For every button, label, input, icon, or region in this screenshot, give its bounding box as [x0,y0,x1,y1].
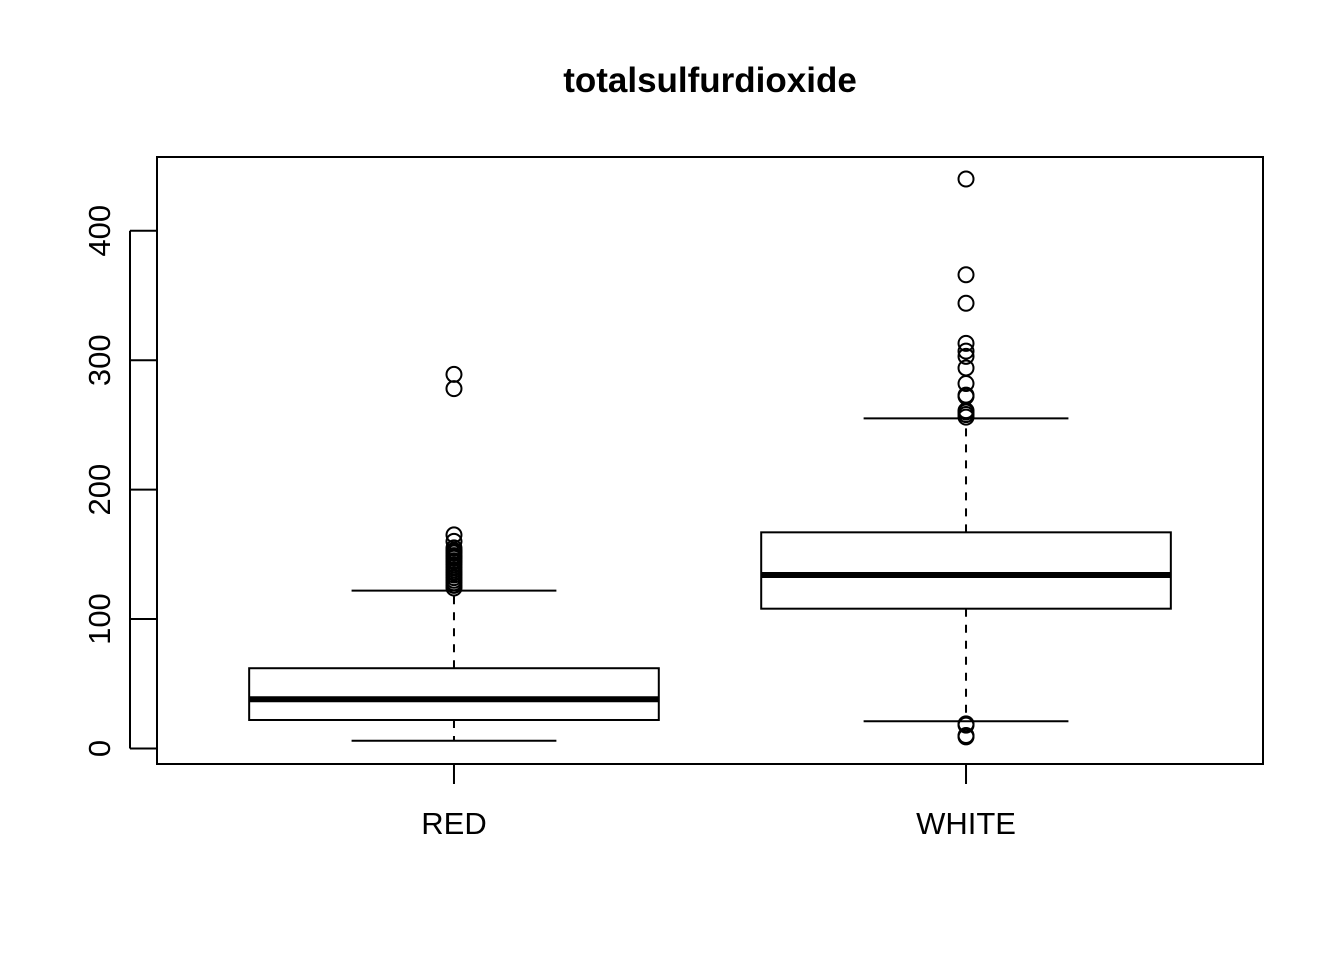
box-red [248,365,660,742]
outlier-point [957,359,975,377]
outlier-point [957,727,975,745]
y-tick-label: 300 [82,334,117,386]
plot-frame [156,156,1264,765]
outlier-point [957,342,975,360]
x-axis: RED WHITE [421,764,1016,841]
y-tick-label: 100 [82,593,117,645]
outlier-point [445,539,463,557]
x-tick-label: WHITE [916,806,1016,841]
outlier-point [957,715,975,733]
boxes [248,170,1172,746]
outlier-point [957,386,975,404]
outlier-point [957,294,975,312]
outlier-point [445,365,463,383]
y-axis: 0 100 200 300 400 [82,205,157,757]
x-tick-label: RED [421,806,486,841]
y-tick-label: 0 [82,740,117,757]
outlier-point [445,380,463,398]
chart-title: totalsulfurdioxide [563,61,857,100]
y-tick-label: 200 [82,464,117,516]
outlier-point [957,170,975,188]
box-white [760,170,1172,746]
outlier-point [445,532,463,550]
outlier-point [957,347,975,365]
outlier-point [957,266,975,284]
iqr-box [760,531,1172,610]
outlier-point [445,526,463,544]
y-tick-label: 400 [82,205,117,257]
iqr-box [248,667,660,721]
outlier-point [957,334,975,352]
